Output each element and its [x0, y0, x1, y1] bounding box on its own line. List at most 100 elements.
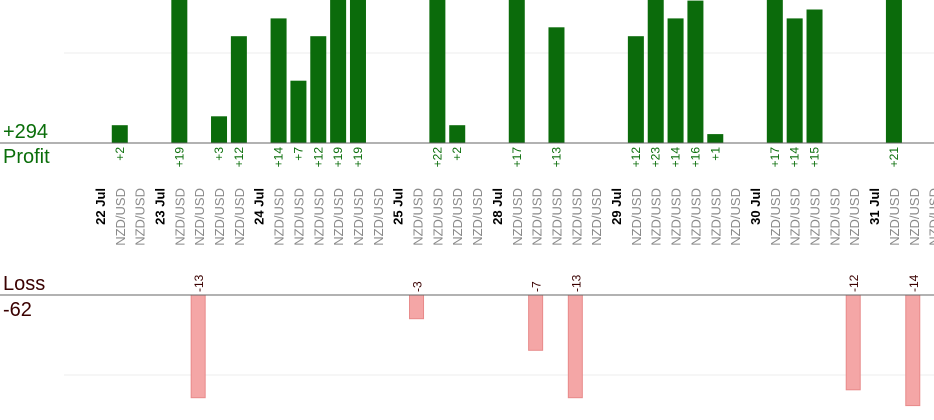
- symbol-label: NZD/USD: [133, 188, 148, 246]
- symbol-label: NZD/USD: [788, 188, 803, 246]
- profit-value-label: +19: [172, 147, 186, 168]
- loss-value-label: -3: [411, 281, 425, 292]
- profit-value-label: +22: [430, 147, 444, 168]
- symbol-label: NZD/USD: [291, 188, 306, 246]
- profit-bar: [766, 0, 783, 144]
- symbol-label: NZD/USD: [172, 188, 187, 246]
- profit-value-label: +12: [232, 147, 246, 168]
- date-label: 24 Jul: [252, 188, 267, 225]
- profit-value-label: +19: [331, 147, 345, 168]
- profit-bar: [667, 18, 684, 143]
- symbol-label: NZD/USD: [827, 188, 842, 246]
- profit-value-label: +15: [808, 147, 822, 168]
- profit-bar: [627, 36, 644, 144]
- profit-value-label: +12: [629, 147, 643, 168]
- symbol-label: NZD/USD: [470, 188, 485, 246]
- symbol-label: NZD/USD: [351, 188, 366, 246]
- date-label: 28 Jul: [490, 188, 505, 225]
- date-label: 31 Jul: [867, 188, 882, 225]
- loss-value-label: -13: [192, 274, 206, 292]
- profit-bar: [687, 0, 704, 143]
- profit-bar: [449, 125, 466, 143]
- profit-bar: [171, 0, 188, 144]
- profit-value-label: +16: [688, 147, 702, 168]
- profit-value-label: +14: [272, 147, 286, 168]
- profit-value-label: +17: [768, 147, 782, 168]
- symbol-label: NZD/USD: [232, 188, 247, 246]
- date-label: 30 Jul: [748, 188, 763, 225]
- profit-value-label: +17: [510, 147, 524, 168]
- profit-value-label: +2: [113, 147, 127, 161]
- symbol-label: NZD/USD: [688, 188, 703, 246]
- date-label: 22 Jul: [93, 188, 108, 225]
- profit-value-label: +12: [311, 147, 325, 168]
- symbol-label: NZD/USD: [629, 188, 644, 246]
- profit-bar: [885, 0, 902, 143]
- symbol-label: NZD/USD: [728, 188, 743, 246]
- date-label: 29 Jul: [609, 188, 624, 225]
- profit-value-label: +7: [291, 147, 305, 161]
- date-label: 23 Jul: [152, 188, 167, 225]
- profit-bar: [270, 18, 287, 143]
- symbol-label: NZD/USD: [311, 188, 326, 246]
- profit-bar: [429, 0, 446, 144]
- symbol-label: NZD/USD: [847, 188, 862, 246]
- loss-value-label: -13: [569, 274, 583, 292]
- symbol-label: NZD/USD: [430, 188, 445, 246]
- loss-label: Loss: [3, 273, 46, 295]
- loss-bar: [409, 294, 425, 320]
- profit-bar: [647, 0, 664, 143]
- profit-value-label: +21: [887, 147, 901, 168]
- symbol-label: NZD/USD: [887, 188, 902, 246]
- profit-total: +294: [3, 121, 49, 143]
- date-label: 25 Jul: [391, 188, 406, 225]
- profit-bar: [806, 9, 823, 143]
- symbol-label: NZD/USD: [927, 188, 934, 246]
- loss-total: -62: [3, 299, 32, 321]
- profit-bar: [707, 134, 724, 143]
- profit-bar: [330, 0, 347, 144]
- profit-bar: [548, 27, 565, 143]
- loss-value-label: -7: [530, 281, 544, 292]
- loss-bar: [905, 294, 921, 407]
- symbol-label: NZD/USD: [669, 188, 684, 246]
- symbol-label: NZD/USD: [808, 188, 823, 246]
- symbol-label: NZD/USD: [192, 188, 207, 246]
- profit-value-label: +2: [450, 147, 464, 161]
- loss-bar: [528, 294, 544, 351]
- profit-bar: [111, 125, 128, 143]
- profit-bar: [230, 36, 247, 144]
- symbol-label: NZD/USD: [371, 188, 386, 246]
- symbol-label: NZD/USD: [411, 188, 426, 246]
- symbol-label: NZD/USD: [907, 188, 922, 246]
- symbol-label: NZD/USD: [549, 188, 564, 246]
- symbol-label: NZD/USD: [589, 188, 604, 246]
- symbol-label: NZD/USD: [768, 188, 783, 246]
- profit-bar: [211, 116, 228, 143]
- symbol-label: NZD/USD: [569, 188, 584, 246]
- profit-value-label: +19: [351, 147, 365, 168]
- profit-bar: [786, 18, 803, 143]
- symbol-label: NZD/USD: [530, 188, 545, 246]
- profit-value-label: +3: [212, 147, 226, 161]
- profit-value-label: +13: [549, 147, 563, 168]
- profit-label: Profit: [3, 146, 50, 168]
- loss-bar: [567, 294, 583, 399]
- loss-value-label: -14: [907, 274, 921, 292]
- symbol-label: NZD/USD: [708, 188, 723, 246]
- profit-value-label: +14: [669, 147, 683, 168]
- loss-bar: [845, 294, 861, 391]
- loss-value-label: -12: [847, 274, 861, 292]
- profit-value-label: +14: [788, 147, 802, 168]
- symbol-label: NZD/USD: [649, 188, 664, 246]
- symbol-label: NZD/USD: [212, 188, 227, 246]
- profit-bar: [349, 0, 366, 144]
- profit-value-label: +23: [649, 147, 663, 168]
- profit-bar: [310, 36, 327, 144]
- profit-bar: [508, 0, 525, 144]
- symbol-label: NZD/USD: [113, 188, 128, 246]
- symbol-label: NZD/USD: [510, 188, 525, 246]
- profit-value-label: +1: [708, 147, 722, 161]
- symbol-label: NZD/USD: [272, 188, 287, 246]
